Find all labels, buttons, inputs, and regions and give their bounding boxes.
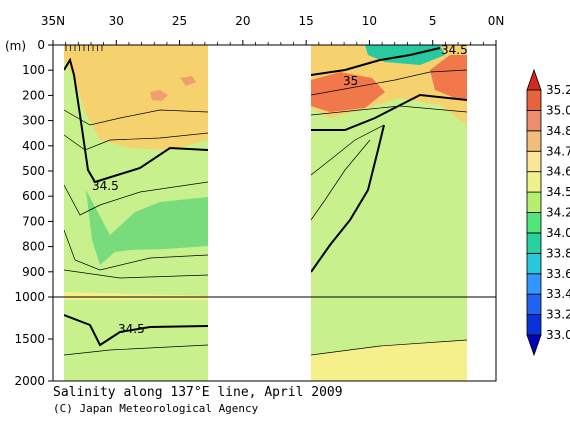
colorbar-label: 33.0 (546, 328, 570, 342)
north-contour-34-5 (64, 57, 208, 184)
colorbar-label: 33.4 (546, 287, 570, 301)
y-tick-label: 200 (22, 88, 45, 102)
y-tick-label: 100 (22, 63, 45, 77)
colorbar-label: 33.8 (546, 246, 570, 260)
colorbar-segment (526, 252, 542, 275)
y-tick-label: 1000 (14, 290, 45, 304)
south-contour-35 (311, 47, 441, 76)
y-tick-label: 800 (22, 240, 45, 254)
y-tick-label: 2000 (14, 374, 45, 388)
north-contour-lower-34-5 (64, 314, 208, 347)
colorbar-label: 34.0 (546, 226, 570, 240)
x-tick-label: 20 (235, 14, 250, 28)
colorbar-label: 34.7 (546, 144, 570, 158)
x-axis: 35N 30 25 20 15 10 5 0N (41, 14, 504, 51)
x-tick-label: 35N (41, 14, 65, 28)
x-tick-label: 25 (172, 14, 187, 28)
colorbar-label: 34.5 (546, 185, 570, 199)
colorbar-label: 33.6 (546, 267, 570, 281)
y-tick-label: 0 (37, 38, 45, 52)
north-high-salinity-patch (150, 90, 168, 101)
x-tick-label: 15 (299, 14, 314, 28)
south-contour-deep (311, 124, 385, 273)
north-contour-label-1: 34.5 (92, 179, 119, 193)
colorbar-label: 35.2 (546, 83, 570, 97)
south-high-salinity-core-east (430, 55, 467, 100)
y-tick-label: 600 (22, 189, 45, 203)
y-axis: 0 100 200 300 400 500 600 700 800 900 1000 1500 2000 (14, 38, 53, 388)
colorbar-segment (526, 110, 542, 132)
colorbar-segment (526, 273, 542, 295)
colorbar-segment (526, 89, 542, 111)
x-tick-label: 0N (488, 14, 505, 28)
y-tick-label: 500 (22, 164, 45, 178)
chart-credit: (C) Japan Meteorological Agency (53, 402, 259, 415)
colorbar-segment (526, 191, 542, 213)
colorbar-segment (526, 171, 542, 193)
x-tick-label: 10 (362, 14, 377, 28)
y-tick-label: 400 (22, 139, 45, 153)
south-thin-contours (311, 69, 467, 356)
colorbar-label: 34.8 (546, 124, 570, 138)
colorbar-segment (526, 293, 542, 315)
colorbar-segment (526, 232, 542, 254)
y-tick-label: 700 (22, 214, 45, 228)
south-contour-label-35: 35 (343, 74, 358, 88)
x-tick-label: 5 (429, 14, 437, 28)
x-tick-label: 30 (109, 14, 124, 28)
south-contour-label-34-5: 34.5 (441, 43, 468, 57)
north-contour-label-2: 34.5 (118, 322, 145, 336)
y-tick-label: 300 (22, 114, 45, 128)
south-contour-34-5 (311, 93, 467, 131)
colorbar-min-arrow (526, 334, 542, 357)
north-upper-warm-fill (64, 45, 208, 150)
north-deep-pale-band (64, 292, 208, 300)
colorbar: 33.0 33.2 33.4 33.6 33.8 34.0 34.2 34.5 34.6 34.7… (526, 68, 570, 357)
south-high-salinity-core-west (311, 72, 385, 112)
colorbar-label: 34.6 (546, 165, 570, 179)
colorbar-label: 34.2 (546, 206, 570, 220)
north-section: 34.5 34.5 (64, 45, 208, 381)
colorbar-segment (526, 314, 542, 336)
chart-title: Salinity along 137°E line, April 2009 (53, 385, 343, 400)
y-tick-label: 900 (22, 265, 45, 279)
colorbar-max-arrow (526, 68, 542, 91)
y-tick-label: 1500 (14, 332, 45, 346)
y-axis-unit-label: (m) (5, 39, 26, 53)
north-intermediate-water (86, 190, 208, 265)
colorbar-segment (526, 130, 542, 152)
colorbar-segment (526, 150, 542, 173)
colorbar-label: 35.0 (546, 103, 570, 117)
south-section: 35 34.5 (311, 43, 468, 381)
plot-frame (52, 44, 497, 382)
colorbar-label: 33.2 (546, 308, 570, 322)
north-thin-contours (64, 109, 208, 356)
north-high-salinity-patch-2 (180, 76, 196, 86)
colorbar-segment (526, 212, 542, 234)
